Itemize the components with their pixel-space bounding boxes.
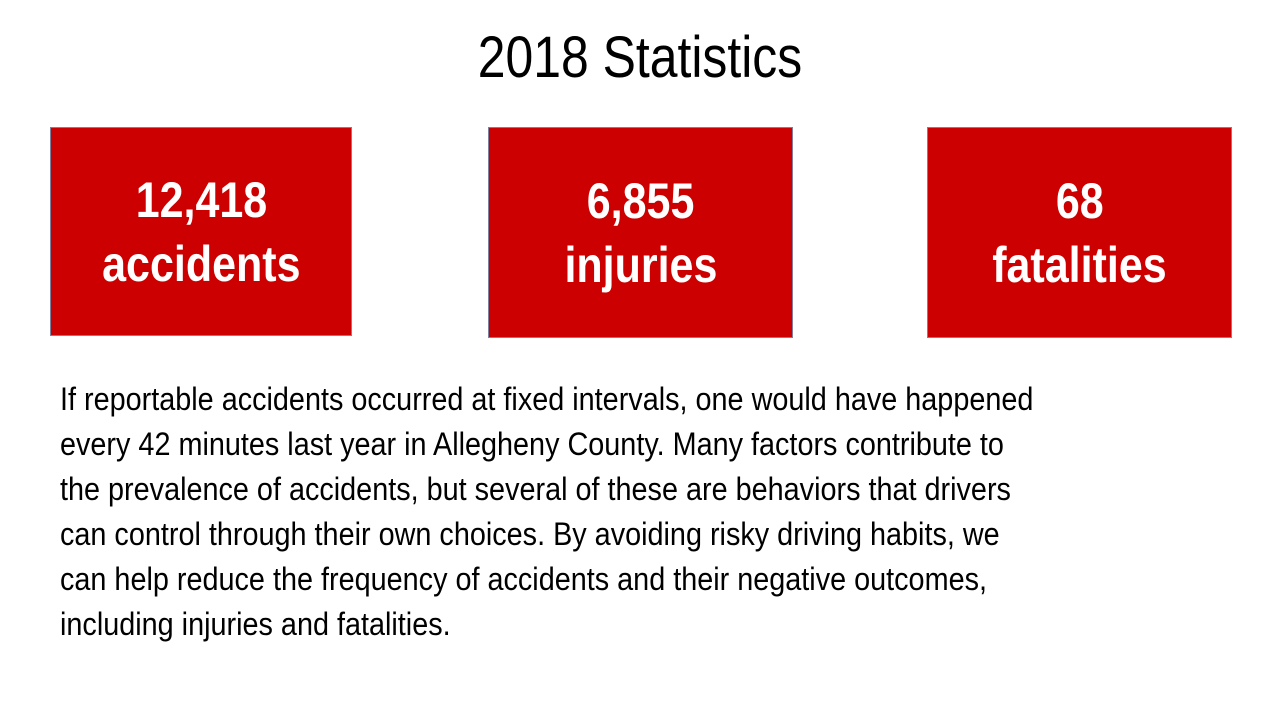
paragraph-line: can help reduce the frequency of acciden… <box>60 561 987 597</box>
stat-box-fatalities: 68 fatalities <box>927 127 1232 338</box>
stat-box-injuries: 6,855 injuries <box>488 127 793 338</box>
stat-label-injuries: injuries <box>564 236 717 293</box>
stat-number-fatalities: 68 <box>1055 172 1104 229</box>
stat-number-accidents: 12,418 <box>135 171 267 228</box>
paragraph-line: every 42 minutes last year in Allegheny … <box>60 426 1004 462</box>
stat-number-injuries: 6,855 <box>586 172 695 229</box>
paragraph-line: can control through their own choices. B… <box>60 516 1000 552</box>
page-title: 2018 Statistics <box>477 25 803 90</box>
stat-box-accidents: 12,418 accidents <box>50 127 352 336</box>
paragraph-line: If reportable accidents occurred at fixe… <box>60 381 1034 417</box>
paragraph-line: the prevalence of accidents, but several… <box>60 471 1011 507</box>
stat-label-accidents: accidents <box>101 235 301 292</box>
paragraph-line: including injuries and fatalities. <box>60 606 451 642</box>
stat-label-fatalities: fatalities <box>992 236 1167 293</box>
body-paragraph: If reportable accidents occurred at fixe… <box>60 377 1260 647</box>
